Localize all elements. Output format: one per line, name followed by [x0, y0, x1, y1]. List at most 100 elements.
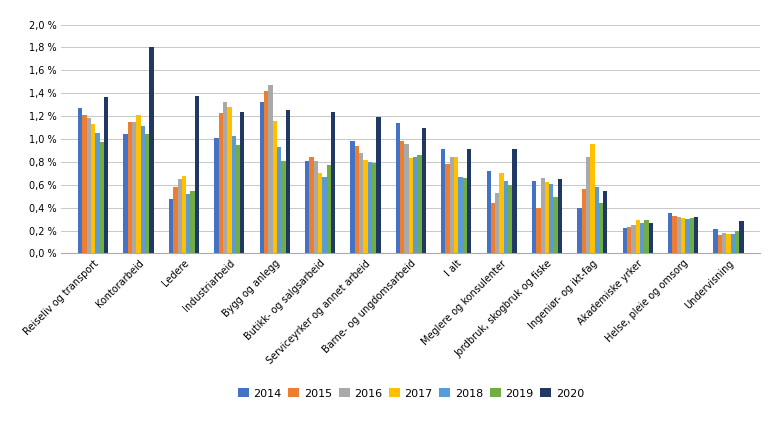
- Bar: [735, 231, 740, 253]
- Bar: [603, 191, 607, 253]
- Bar: [640, 222, 644, 253]
- Bar: [174, 187, 177, 253]
- Bar: [359, 153, 363, 253]
- Bar: [730, 234, 735, 253]
- Bar: [487, 171, 491, 253]
- Bar: [240, 111, 244, 253]
- Bar: [504, 181, 508, 253]
- Bar: [599, 203, 603, 253]
- Bar: [541, 178, 545, 253]
- Bar: [310, 157, 313, 253]
- Bar: [376, 117, 381, 253]
- Bar: [372, 163, 376, 253]
- Bar: [91, 124, 95, 253]
- Bar: [549, 184, 554, 253]
- Bar: [177, 179, 182, 253]
- Bar: [355, 146, 359, 253]
- Bar: [454, 157, 458, 253]
- Bar: [450, 157, 454, 253]
- Bar: [591, 144, 594, 253]
- Bar: [87, 118, 91, 253]
- Bar: [149, 48, 154, 253]
- Bar: [141, 126, 145, 253]
- Bar: [441, 149, 445, 253]
- Bar: [648, 222, 653, 253]
- Bar: [273, 121, 277, 253]
- Bar: [223, 102, 227, 253]
- Bar: [685, 219, 690, 253]
- Bar: [95, 133, 100, 253]
- Bar: [491, 203, 495, 253]
- Bar: [169, 198, 174, 253]
- Bar: [532, 181, 536, 253]
- Bar: [82, 115, 87, 253]
- Bar: [681, 218, 685, 253]
- Bar: [740, 222, 743, 253]
- Bar: [137, 115, 141, 253]
- Bar: [313, 161, 318, 253]
- Bar: [677, 217, 681, 253]
- Bar: [190, 191, 195, 253]
- Bar: [286, 111, 290, 253]
- Bar: [578, 208, 581, 253]
- Bar: [508, 185, 512, 253]
- Bar: [668, 213, 673, 253]
- Bar: [627, 227, 631, 253]
- Bar: [127, 122, 132, 253]
- Bar: [727, 234, 730, 253]
- Bar: [631, 225, 636, 253]
- Bar: [644, 220, 648, 253]
- Bar: [400, 141, 405, 253]
- Bar: [458, 177, 463, 253]
- Bar: [264, 91, 268, 253]
- Bar: [499, 173, 504, 253]
- Bar: [445, 164, 450, 253]
- Bar: [277, 147, 281, 253]
- Bar: [132, 122, 137, 253]
- Bar: [722, 233, 727, 253]
- Bar: [227, 107, 231, 253]
- Bar: [331, 111, 335, 253]
- Bar: [713, 229, 718, 253]
- Bar: [219, 113, 223, 253]
- Bar: [405, 144, 409, 253]
- Bar: [281, 161, 286, 253]
- Bar: [231, 135, 236, 253]
- Bar: [236, 145, 240, 253]
- Bar: [417, 155, 422, 253]
- Bar: [536, 208, 541, 253]
- Bar: [467, 149, 472, 253]
- Bar: [78, 108, 82, 253]
- Bar: [350, 141, 355, 253]
- Bar: [673, 216, 677, 253]
- Bar: [104, 97, 108, 253]
- Bar: [124, 135, 127, 253]
- Bar: [363, 160, 368, 253]
- Bar: [594, 187, 599, 253]
- Bar: [368, 162, 372, 253]
- Bar: [463, 178, 467, 253]
- Bar: [195, 96, 199, 253]
- Bar: [323, 177, 326, 253]
- Bar: [268, 85, 273, 253]
- Bar: [512, 149, 517, 253]
- Legend: 2014, 2015, 2016, 2017, 2018, 2019, 2020: 2014, 2015, 2016, 2017, 2018, 2019, 2020: [233, 384, 588, 403]
- Bar: [182, 176, 186, 253]
- Bar: [305, 161, 310, 253]
- Bar: [545, 183, 549, 253]
- Bar: [100, 142, 104, 253]
- Bar: [558, 179, 562, 253]
- Bar: [690, 218, 694, 253]
- Bar: [636, 220, 640, 253]
- Bar: [718, 235, 722, 253]
- Bar: [694, 217, 698, 253]
- Bar: [396, 123, 400, 253]
- Bar: [554, 198, 558, 253]
- Bar: [145, 135, 149, 253]
- Bar: [409, 159, 413, 253]
- Bar: [326, 165, 331, 253]
- Bar: [581, 189, 586, 253]
- Bar: [413, 157, 417, 253]
- Bar: [623, 228, 627, 253]
- Bar: [186, 194, 190, 253]
